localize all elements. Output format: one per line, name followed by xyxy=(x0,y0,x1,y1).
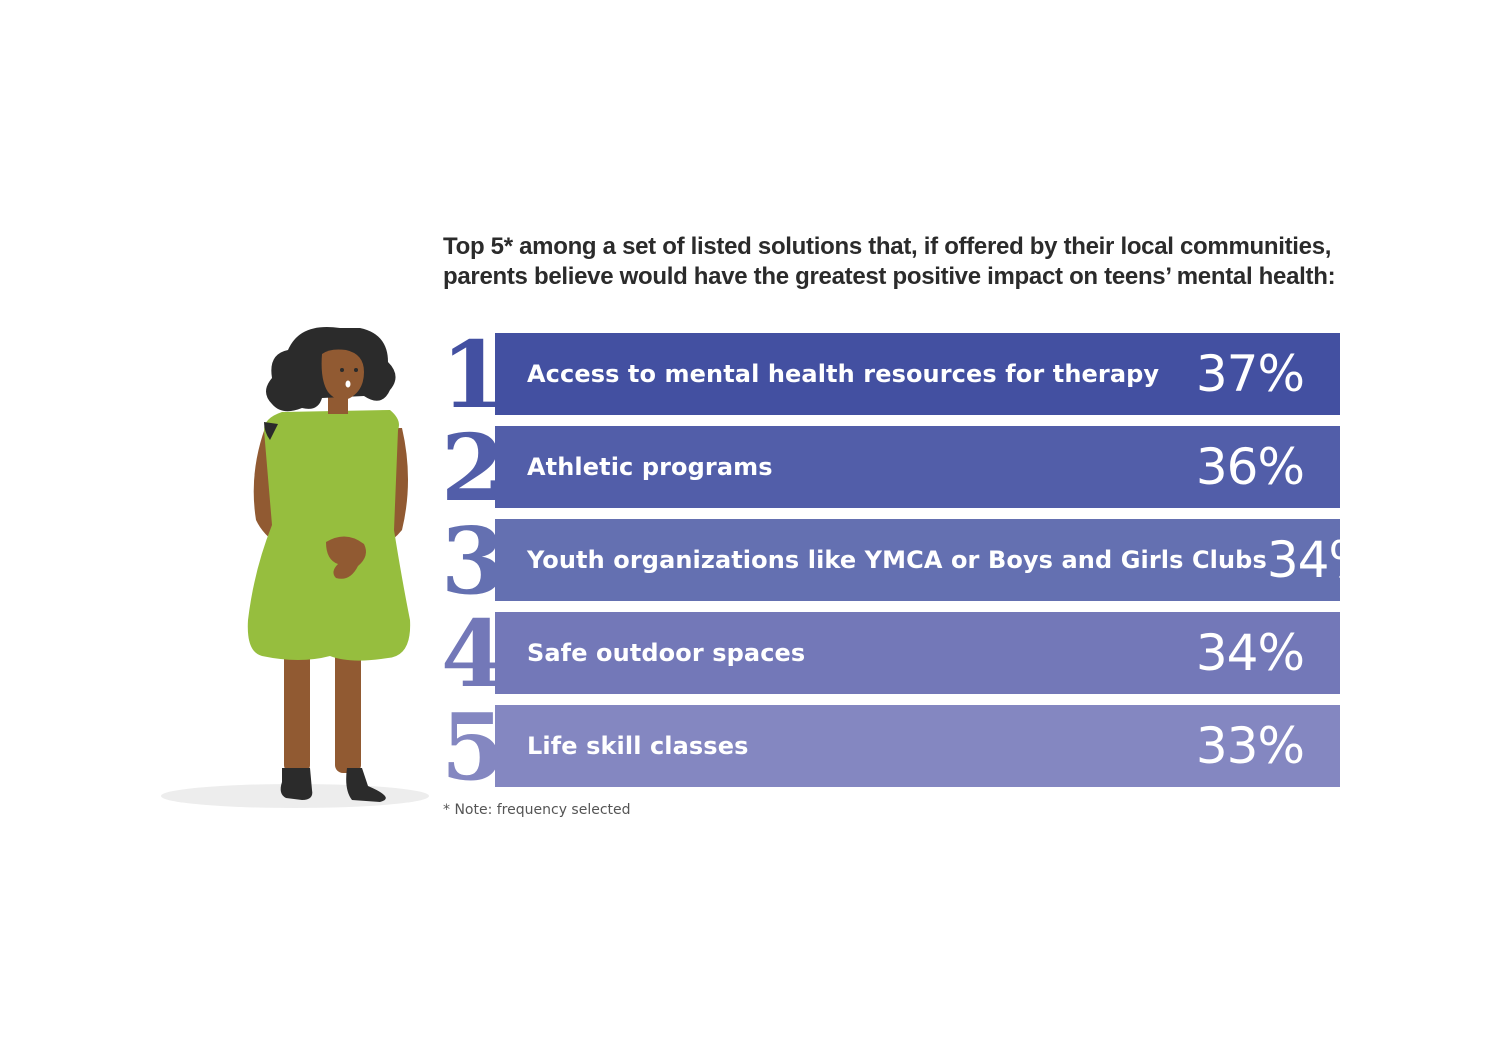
bar-value-label: 34% xyxy=(1195,624,1305,682)
ranked-row-5: Life skill classes 33% 5 xyxy=(441,699,1340,795)
bar: Safe outdoor spaces 34% xyxy=(495,612,1340,694)
rank-number: 3 xyxy=(441,507,506,615)
bar-value-label: 34% xyxy=(1266,531,1376,589)
rank-number: 5 xyxy=(441,693,506,801)
ranked-bar-list: Access to mental health resources for th… xyxy=(441,327,1376,798)
bar-category-label: Youth organizations like YMCA or Boys an… xyxy=(527,546,1267,574)
ranked-row-1: Access to mental health resources for th… xyxy=(441,327,1340,423)
bar-category-label: Access to mental health resources for th… xyxy=(527,360,1160,388)
chart-headline: Top 5* among a set of listed solutions t… xyxy=(443,232,1363,292)
bar: Life skill classes 33% xyxy=(495,705,1340,787)
ranked-row-4: Safe outdoor spaces 34% 4 xyxy=(441,606,1340,702)
woman-figure-illustration xyxy=(161,326,429,808)
bar-value-label: 36% xyxy=(1195,438,1305,496)
bar-category-label: Life skill classes xyxy=(527,732,749,760)
bar: Athletic programs 36% xyxy=(495,426,1340,508)
headline-line-2: parents believe would have the greatest … xyxy=(443,263,1336,290)
bar: Youth organizations like YMCA or Boys an… xyxy=(495,519,1376,601)
bar-category-label: Safe outdoor spaces xyxy=(527,639,806,667)
footnote: * Note: frequency selected xyxy=(443,802,631,818)
headline-line-1: Top 5* among a set of listed solutions t… xyxy=(443,233,1332,260)
rank-number: 1 xyxy=(441,321,506,429)
ranked-row-3: Youth organizations like YMCA or Boys an… xyxy=(441,513,1376,609)
ranked-row-2: Athletic programs 36% 2 xyxy=(441,420,1340,516)
bar-value-label: 37% xyxy=(1195,345,1305,403)
bar-category-label: Athletic programs xyxy=(527,453,773,481)
bar: Access to mental health resources for th… xyxy=(495,333,1340,415)
rank-number: 2 xyxy=(441,414,506,522)
rank-number: 4 xyxy=(441,600,506,708)
bar-value-label: 33% xyxy=(1195,717,1305,775)
